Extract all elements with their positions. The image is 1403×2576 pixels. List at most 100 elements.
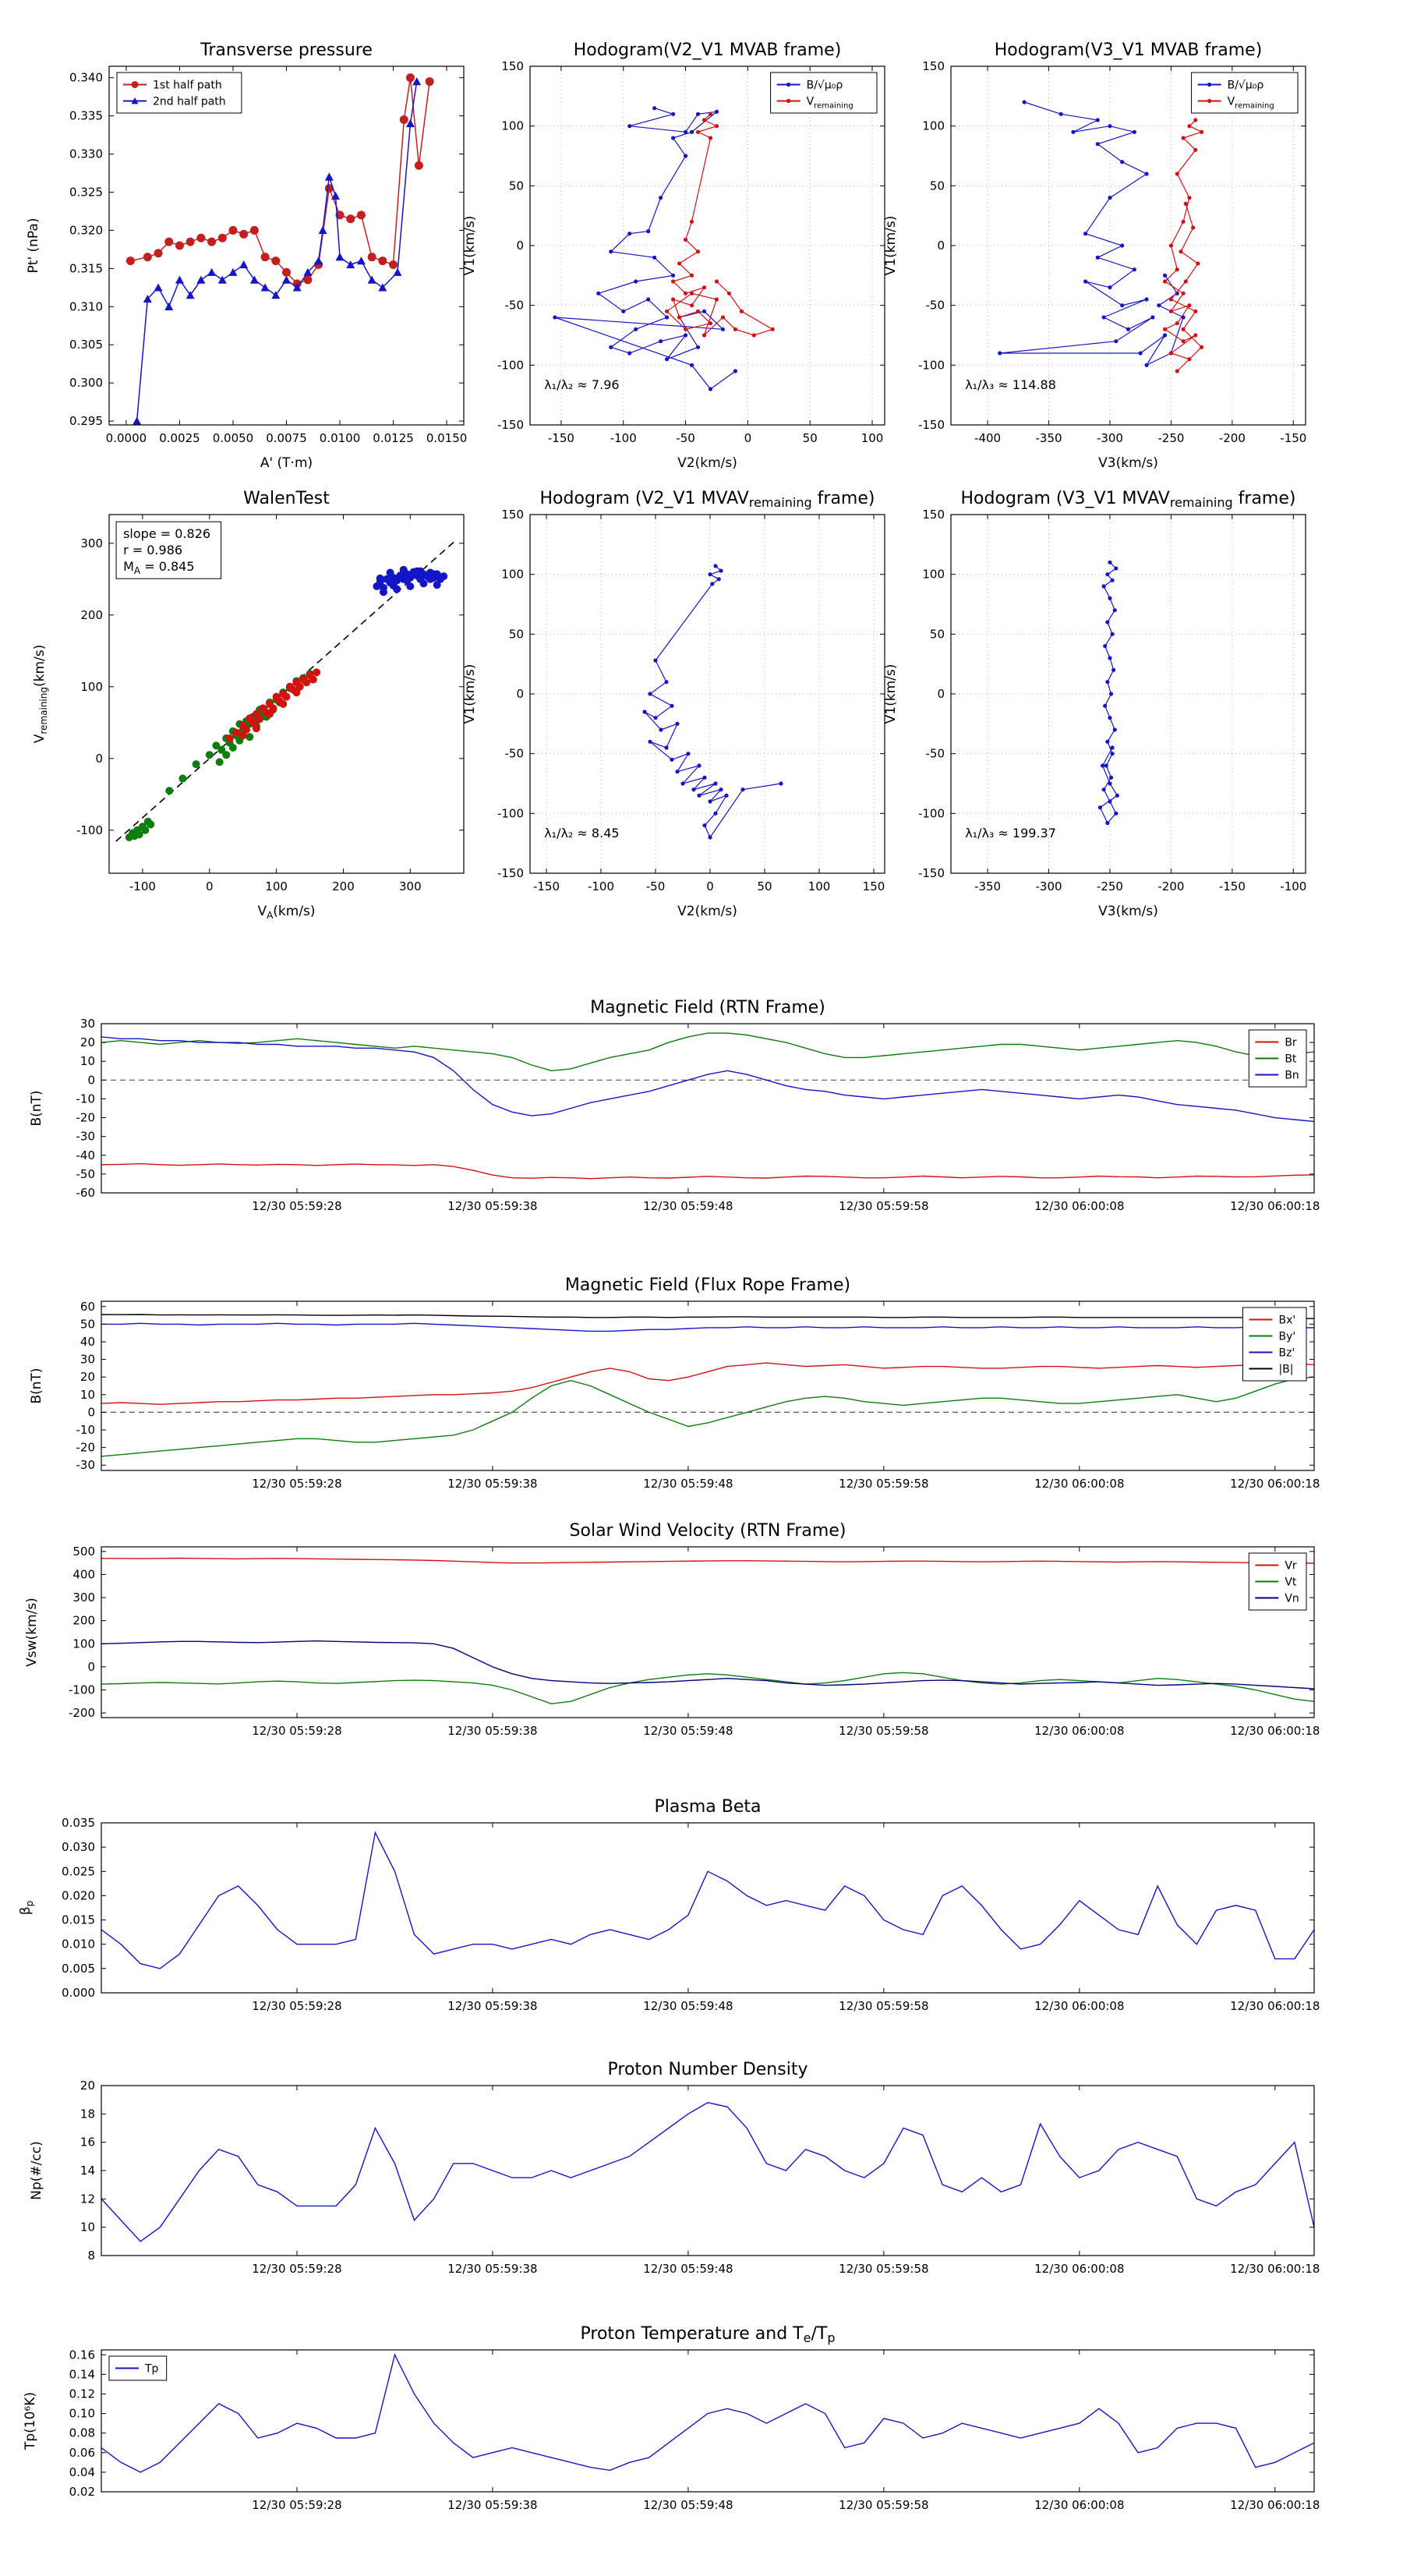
circle-marker — [271, 257, 281, 266]
y-tick-label: 0.320 — [69, 223, 103, 237]
series-group — [101, 1557, 1314, 1704]
chart-title: Hodogram (V3_V1 MVAVremaining frame) — [961, 489, 1296, 510]
dot-marker — [1193, 118, 1198, 122]
dot-marker — [1175, 267, 1179, 272]
dot-marker — [1058, 111, 1063, 116]
dot-marker — [653, 658, 658, 663]
dot-marker — [1095, 142, 1100, 147]
dot-marker — [714, 109, 719, 114]
chart-title: Hodogram (V2_V1 MVAVremaining frame) — [540, 489, 875, 510]
dot-marker — [1132, 267, 1136, 272]
y-tick-label: -150 — [497, 866, 524, 880]
x-axis-label: V3(km/s) — [1098, 904, 1158, 919]
dot-marker — [1114, 339, 1119, 344]
series-line — [101, 1314, 1314, 1319]
x-tick-label: 100 — [265, 879, 288, 893]
x-tick-label: 12/30 05:59:28 — [252, 1477, 341, 1491]
dot-marker — [695, 111, 701, 116]
triangle-marker — [292, 283, 302, 292]
dot-marker — [770, 327, 775, 331]
dot-marker — [648, 692, 652, 696]
series-line — [101, 1036, 1314, 1123]
y-axis-label: Pt' (nPa) — [26, 218, 41, 274]
dot-marker — [302, 678, 311, 687]
y-tick-label: -50 — [505, 747, 525, 761]
legend-label: Bn — [1285, 1070, 1299, 1082]
x-tick-label: 12/30 05:59:28 — [252, 1999, 341, 2013]
dot-marker — [714, 124, 719, 129]
dot-marker — [689, 291, 694, 295]
dot-marker — [1179, 249, 1183, 254]
y-tick-label: 300 — [72, 1591, 95, 1605]
y-tick-label: 0.015 — [62, 1913, 95, 1927]
y-tick-label: -50 — [926, 747, 945, 761]
legend-label: Vr — [1285, 1560, 1297, 1573]
dot-marker — [1097, 805, 1103, 810]
y-tick-label: 100 — [922, 568, 945, 582]
dot-marker — [1144, 172, 1149, 176]
triangle-marker — [186, 291, 195, 299]
y-tick-label: 100 — [72, 1637, 95, 1651]
dot-marker — [279, 699, 288, 708]
y-tick-label: -100 — [918, 806, 945, 820]
dot-marker — [665, 357, 670, 362]
legend-label: Vremaining — [1228, 96, 1274, 111]
dot-marker — [266, 709, 274, 718]
series-group — [553, 106, 775, 391]
dot-marker — [1108, 560, 1112, 564]
triangle-marker — [228, 267, 238, 276]
plot-frame — [101, 1023, 1315, 1194]
dot-marker — [1083, 279, 1088, 284]
dot-marker — [242, 726, 250, 734]
dot-marker — [716, 577, 721, 582]
annotation-line: slope = 0.826 — [123, 526, 210, 541]
dot-marker — [713, 781, 718, 786]
dot-marker — [720, 315, 726, 320]
y-tick-label: 0.335 — [69, 109, 103, 123]
dot-marker — [677, 315, 682, 320]
x-tick-label: -100 — [1280, 879, 1306, 893]
circle-marker — [414, 161, 423, 170]
y-tick-label: 8 — [87, 2249, 95, 2263]
dot-marker — [292, 688, 301, 697]
dot-marker — [683, 154, 688, 158]
x-tick-label: 12/30 05:59:38 — [447, 1477, 537, 1491]
y-tick-label: -10 — [76, 1423, 96, 1437]
dot-marker — [376, 574, 384, 582]
dot-marker — [665, 315, 670, 320]
y-tick-label: 0.010 — [62, 1937, 95, 1951]
y-tick-label: -100 — [76, 823, 103, 837]
dot-marker — [1183, 279, 1188, 284]
dot-marker — [675, 770, 680, 774]
x-tick-label: 150 — [863, 879, 885, 893]
x-tick-label: -150 — [533, 879, 560, 893]
dot-marker — [1108, 781, 1112, 786]
dot-marker — [719, 787, 723, 792]
dot-marker — [1168, 351, 1174, 356]
x-tick-label: -50 — [676, 431, 695, 445]
y-tick-label: -100 — [918, 358, 945, 372]
circle-marker — [125, 257, 135, 266]
dot-marker — [313, 668, 321, 677]
y-tick-label: 0.310 — [69, 299, 103, 313]
dot-marker — [683, 327, 688, 331]
x-axis-label: V3(km/s) — [1098, 455, 1158, 471]
x-tick-label: 12/30 05:59:28 — [252, 2262, 341, 2276]
triangle-marker — [331, 191, 341, 200]
series-group — [101, 2102, 1314, 2242]
dot-marker — [689, 363, 694, 367]
dot-marker — [1101, 787, 1106, 792]
triangle-marker — [164, 302, 174, 310]
x-tick-label: -350 — [974, 879, 1001, 893]
dot-marker — [670, 111, 676, 116]
y-tick-label: 0 — [937, 687, 945, 701]
dot-marker — [1200, 345, 1204, 349]
circle-marker — [303, 275, 313, 285]
x-tick-label: 0 — [206, 879, 214, 893]
chart-title: WalenTest — [243, 489, 330, 508]
dot-marker — [1191, 225, 1196, 230]
dot-marker — [379, 588, 387, 596]
circle-marker — [405, 73, 415, 83]
dot-marker — [733, 327, 738, 331]
y-tick-label: 100 — [501, 119, 524, 133]
